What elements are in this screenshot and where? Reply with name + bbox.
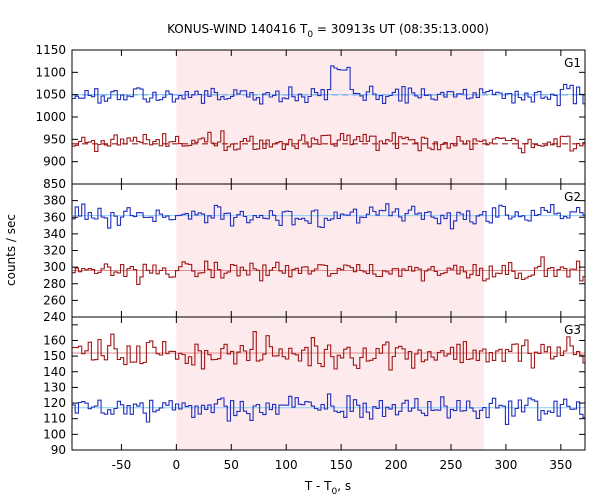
panel-label-g2: G2 <box>564 190 581 204</box>
y-tick-label: 90 <box>51 443 66 457</box>
x-axis-label: T - T0, s <box>304 479 351 497</box>
y-tick-label: 850 <box>43 177 66 191</box>
series-red-g3 <box>72 331 585 371</box>
burst-interval-shading <box>176 50 484 450</box>
panel-frame <box>71 316 586 451</box>
y-tick-label: 1000 <box>35 110 66 124</box>
y-tick-label: 340 <box>43 227 66 241</box>
y-axis-label: counts / sec <box>4 214 18 286</box>
x-tick-label: 250 <box>440 458 463 472</box>
y-tick-label: 130 <box>43 380 66 394</box>
series-red-g1 <box>72 130 585 154</box>
y-tick-label: 1050 <box>35 88 66 102</box>
y-tick-label: 100 <box>43 427 66 441</box>
plot-layer: 8509009501000105011001150G12402602803003… <box>35 43 586 472</box>
y-tick-label: 160 <box>43 333 66 347</box>
y-tick-label: 150 <box>43 349 66 363</box>
x-tick-label: 100 <box>275 458 298 472</box>
x-tick-label: 200 <box>385 458 408 472</box>
x-tick-label: 300 <box>494 458 517 472</box>
series-blue-g2 <box>72 203 585 230</box>
y-tick-label: 260 <box>43 293 66 307</box>
x-tick-label: 50 <box>224 458 239 472</box>
y-tick-label: 360 <box>43 210 66 224</box>
chart-title: KONUS-WIND 140416 T0 = 30913s UT (08:35:… <box>167 22 489 40</box>
series-red-g2 <box>72 256 585 285</box>
x-tick-label: 350 <box>549 458 572 472</box>
y-tick-label: 140 <box>43 365 66 379</box>
y-tick-label: 120 <box>43 396 66 410</box>
x-tick-label: 0 <box>173 458 181 472</box>
y-tick-label: 950 <box>43 132 66 146</box>
x-tick-label: -50 <box>112 458 132 472</box>
y-tick-label: 240 <box>43 310 66 324</box>
panel-g2: 240 260 280 300 320 340 360 380 G2 <box>43 183 586 324</box>
y-tick-label: 280 <box>43 277 66 291</box>
y-tick-label: 320 <box>43 244 66 258</box>
y-tick-label: 300 <box>43 260 66 274</box>
x-tick-label: 150 <box>330 458 353 472</box>
panel-g1: 850 900 950 1000 1050 1100 1150 G1 <box>35 43 586 191</box>
y-tick-label: 900 <box>43 155 66 169</box>
series-blue-g1 <box>72 65 585 107</box>
y-tick-label: 380 <box>43 194 66 208</box>
panel-label-g1: G1 <box>564 56 581 70</box>
panel-label-g3: G3 <box>564 323 581 337</box>
y-tick-label: 110 <box>43 412 66 426</box>
series-blue-g3 <box>72 393 585 425</box>
y-tick-label: 1100 <box>35 65 66 79</box>
y-tick-label: 1150 <box>35 43 66 57</box>
